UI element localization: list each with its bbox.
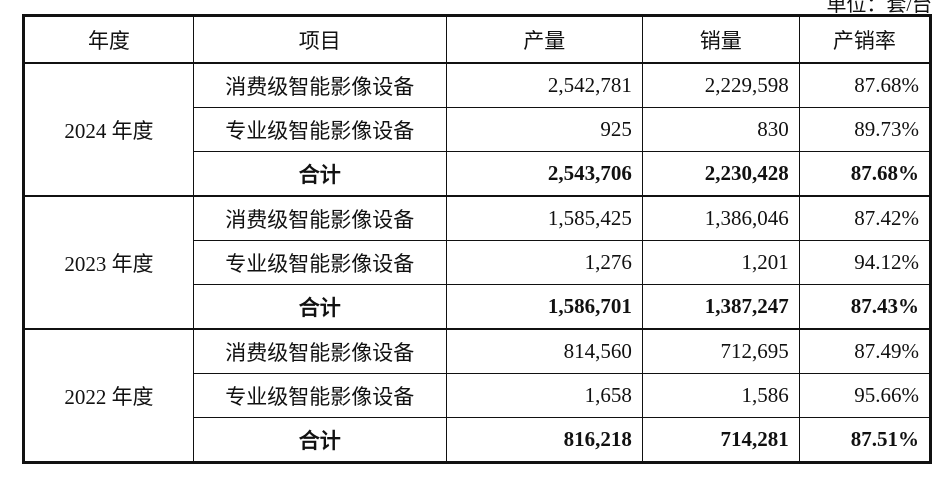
rate-cell: 95.66% [798, 373, 932, 418]
total-row: 合计 2,543,706 2,230,428 87.68% [24, 151, 932, 197]
table-row: 专业级智能影像设备 1,658 1,586 95.66% [24, 373, 932, 418]
sales-cell: 714,281 [641, 417, 800, 464]
sales-cell: 1,586 [641, 373, 800, 418]
rate-cell: 89.73% [798, 107, 932, 152]
sales-cell: 830 [641, 107, 800, 152]
unit-note: 单位：套/台 [826, 0, 932, 16]
sales-cell: 712,695 [641, 328, 800, 374]
sales-cell: 1,387,247 [641, 284, 800, 330]
production-cell: 1,586,701 [445, 284, 643, 330]
sales-cell: 1,201 [641, 240, 800, 285]
item-cell: 消费级智能影像设备 [192, 62, 447, 108]
production-cell: 2,543,706 [445, 151, 643, 197]
sales-cell: 2,229,598 [641, 62, 800, 108]
year-cell: 2023 年度 [23, 195, 194, 330]
sales-cell: 1,386,046 [641, 195, 800, 241]
sales-cell: 2,230,428 [641, 151, 800, 197]
table-row: 2022 年度 消费级智能影像设备 814,560 712,695 87.49% [23, 328, 932, 464]
item-cell: 专业级智能影像设备 [192, 373, 447, 418]
item-cell: 专业级智能影像设备 [192, 107, 447, 152]
rate-cell: 87.42% [798, 195, 932, 241]
rate-cell: 87.68% [798, 62, 932, 108]
header-sales: 销量 [641, 15, 800, 64]
item-cell: 消费级智能影像设备 [192, 195, 447, 241]
year-cell: 2022 年度 [23, 328, 194, 464]
year-cell: 2024 年度 [23, 62, 194, 197]
production-cell: 816,218 [445, 417, 643, 464]
table-row: 2024 年度 消费级智能影像设备 2,542,781 2,229,598 87.68% [23, 62, 932, 197]
total-row: 合计 816,218 714,281 87.51% [24, 417, 932, 464]
production-cell: 1,658 [445, 373, 643, 418]
production-sales-table: 年度 项目 产量 销量 产销率 2024 年度 消费级智能影像设备 2,542,78… [22, 14, 932, 464]
item-cell: 消费级智能影像设备 [192, 328, 447, 374]
rate-cell: 87.49% [798, 328, 932, 374]
rate-cell: 87.68% [798, 151, 932, 197]
header-row: 年度 项目 产量 销量 产销率 [23, 15, 932, 64]
table-row: 专业级智能影像设备 1,276 1,201 94.12% [24, 240, 932, 285]
production-cell: 1,585,425 [445, 195, 643, 241]
header-production: 产量 [445, 15, 643, 64]
total-row: 合计 1,586,701 1,387,247 87.43% [24, 284, 932, 330]
production-cell: 1,276 [445, 240, 643, 285]
header-rate: 产销率 [798, 15, 932, 64]
item-cell: 合计 [192, 417, 447, 464]
table-row: 2023 年度 消费级智能影像设备 1,585,425 1,386,046 87.42% [23, 195, 932, 330]
rate-cell: 94.12% [798, 240, 932, 285]
rate-cell: 87.43% [798, 284, 932, 330]
production-cell: 925 [445, 107, 643, 152]
header-year: 年度 [23, 15, 194, 64]
table-row: 专业级智能影像设备 925 830 89.73% [24, 107, 932, 152]
production-cell: 2,542,781 [445, 62, 643, 108]
header-item: 项目 [192, 15, 447, 64]
item-cell: 合计 [192, 151, 447, 197]
rate-cell: 87.51% [798, 417, 932, 464]
item-cell: 合计 [192, 284, 447, 330]
production-cell: 814,560 [445, 328, 643, 374]
item-cell: 专业级智能影像设备 [192, 240, 447, 285]
